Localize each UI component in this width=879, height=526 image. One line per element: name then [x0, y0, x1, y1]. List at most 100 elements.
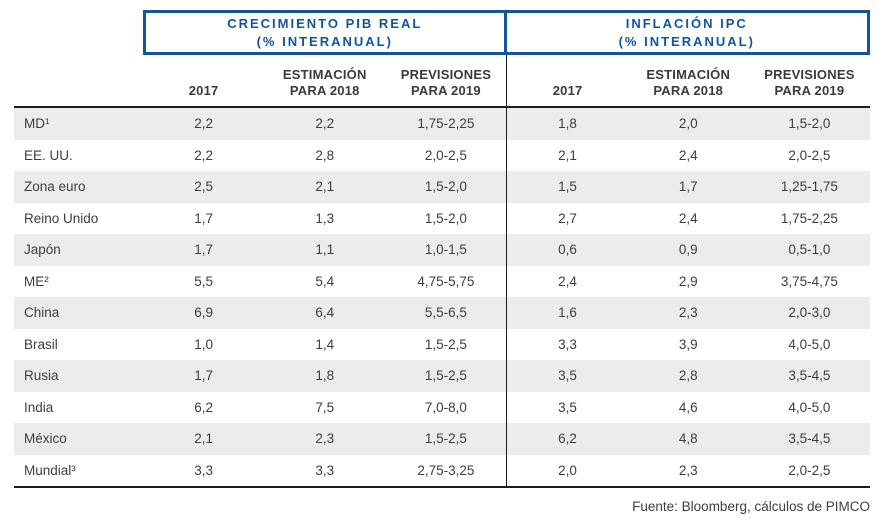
- cell-value: 2,0-2,5: [788, 147, 831, 163]
- cell-value: 3,5-4,5: [788, 368, 831, 384]
- cell-value: 4,0-5,0: [788, 399, 831, 415]
- cell-value: 6,2: [506, 423, 627, 455]
- cell-value: 2,75-3,25: [417, 462, 475, 478]
- cell-value: 0,5-1,0: [788, 242, 831, 258]
- cell-value: 2,2: [315, 116, 335, 132]
- cell-value: 5,4: [315, 273, 335, 289]
- cell-value: 4,0-5,0: [788, 336, 831, 352]
- row-label: China: [24, 305, 60, 321]
- cell-value: 2,2: [194, 147, 213, 163]
- report-figure: CRECIMIENTO PIB REAL (% INTERANUAL) INFL…: [14, 10, 870, 514]
- column-header-2017-cpi: 2017: [506, 55, 627, 106]
- cell-value: 2,7: [506, 202, 627, 234]
- row-label: México: [24, 431, 67, 447]
- row-label: India: [24, 399, 54, 415]
- cell-value: 1,7: [678, 179, 698, 195]
- cell-value: 1,75-2,25: [417, 116, 475, 132]
- cell-value: 2,3: [315, 431, 335, 447]
- cell-value: 2,4: [506, 265, 627, 297]
- cell-value: 0,9: [678, 242, 698, 258]
- cell-value: 1,5-2,0: [424, 210, 467, 226]
- cell-value: 3,5: [506, 391, 627, 423]
- cell-value: 5,5-6,5: [424, 305, 467, 321]
- cell-value: 2,3: [678, 305, 698, 321]
- cell-value: 1,4: [315, 336, 335, 352]
- column-header-2017-gdp: 2017: [188, 82, 219, 98]
- cell-value: 4,75-5,75: [417, 273, 475, 289]
- cell-value: 3,5: [506, 360, 627, 392]
- forecast-table: CRECIMIENTO PIB REAL (% INTERANUAL) INFL…: [14, 10, 870, 488]
- cell-value: 3,3: [315, 462, 335, 478]
- table-row: Rusia 1,7 1,8 1,5-2,5 3,5 2,8 3,5-4,5: [14, 360, 870, 392]
- cell-value: 1,8: [506, 108, 627, 140]
- table-row: México 2,1 2,3 1,5-2,5 6,2 4,8 3,5-4,5: [14, 423, 870, 455]
- row-label: MD¹: [24, 116, 50, 132]
- cell-value: 1,6: [506, 297, 627, 329]
- cell-value: 1,3: [315, 210, 335, 226]
- table-row: ME² 5,5 5,4 4,75-5,75 2,4 2,9 3,75-4,75: [14, 265, 870, 297]
- table-row: Reino Unido 1,7 1,3 1,5-2,0 2,7 2,4 1,75-2,25: [14, 202, 870, 234]
- cell-value: 4,6: [678, 399, 698, 415]
- cell-value: 5,5: [194, 273, 213, 289]
- cell-value: 2,0-2,5: [424, 147, 467, 163]
- column-header-prev2019-gdp: PREVISIONES PARA 2019: [400, 66, 492, 98]
- cell-value: 2,2: [194, 116, 213, 132]
- cell-value: 2,4: [678, 210, 698, 226]
- cell-value: 7,0-8,0: [424, 399, 467, 415]
- row-label: EE. UU.: [24, 147, 73, 163]
- cell-value: 2,1: [315, 179, 335, 195]
- cell-value: 3,9: [678, 336, 698, 352]
- cell-value: 2,8: [315, 147, 335, 163]
- cell-value: 2,5: [194, 179, 213, 195]
- column-header-row: 2017 ESTIMACIÓN PARA 2018 PREVISIONES PA…: [14, 55, 870, 108]
- row-label: Rusia: [24, 368, 59, 384]
- cell-value: 1,0: [194, 336, 213, 352]
- row-label: Brasil: [24, 336, 58, 352]
- cell-value: 6,2: [194, 399, 213, 415]
- cell-value: 1,7: [194, 210, 213, 226]
- group-header-gdp-title: CRECIMIENTO PIB REAL: [227, 15, 423, 31]
- column-header-est2018-cpi: ESTIMACIÓN PARA 2018: [646, 66, 731, 98]
- cell-value: 1,1: [315, 242, 335, 258]
- cell-value: 1,5: [506, 171, 627, 203]
- column-header-prev2019-cpi: PREVISIONES PARA 2019: [764, 66, 855, 98]
- cell-value: 6,9: [194, 305, 213, 321]
- column-header-spacer: [14, 55, 143, 106]
- table-row: Brasil 1,0 1,4 1,5-2,5 3,3 3,9 4,0-5,0: [14, 328, 870, 360]
- cell-value: 6,4: [315, 305, 335, 321]
- group-header-cpi-subtitle: (% INTERANUAL): [618, 33, 755, 49]
- cell-value: 1,7: [194, 242, 213, 258]
- row-label: ME²: [24, 273, 49, 289]
- cell-value: 1,5-2,5: [424, 431, 467, 447]
- group-header-cpi-title: INFLACIÓN IPC: [625, 15, 748, 31]
- cell-value: 2,8: [678, 368, 698, 384]
- group-header-spacer: [14, 10, 143, 55]
- group-header-gdp: CRECIMIENTO PIB REAL (% INTERANUAL): [143, 10, 507, 55]
- cell-value: 1,5-2,0: [788, 116, 831, 132]
- cell-value: 1,8: [315, 368, 335, 384]
- cell-value: 3,5-4,5: [788, 431, 831, 447]
- source-note: Fuente: Bloomberg, cálculos de PIMCO: [632, 499, 870, 514]
- column-header-est2018-gdp: ESTIMACIÓN PARA 2018: [282, 66, 367, 98]
- row-label: Zona euro: [24, 179, 86, 195]
- table-row: EE. UU. 2,2 2,8 2,0-2,5 2,1 2,4 2,0-2,5: [14, 139, 870, 171]
- cell-value: 1,5-2,5: [424, 368, 467, 384]
- table-row: India 6,2 7,5 7,0-8,0 3,5 4,6 4,0-5,0: [14, 391, 870, 423]
- cell-value: 2,0-2,5: [788, 462, 831, 478]
- cell-value: 1,5-2,5: [424, 336, 467, 352]
- table-row: Zona euro 2,5 2,1 1,5-2,0 1,5 1,7 1,25-1,75: [14, 171, 870, 203]
- cell-value: 2,1: [506, 139, 627, 171]
- cell-value: 2,0: [506, 454, 627, 486]
- cell-value: 3,3: [506, 328, 627, 360]
- row-label: Japón: [24, 242, 61, 258]
- table-body: MD¹ 2,2 2,2 1,75-2,25 1,8 2,0 1,5-2,0 EE. UU. 2,…: [14, 108, 870, 488]
- cell-value: 3,75-4,75: [780, 273, 838, 289]
- row-label: Reino Unido: [24, 210, 99, 226]
- cell-value: 3,3: [194, 462, 213, 478]
- cell-value: 1,7: [194, 368, 213, 384]
- cell-value: 1,0-1,5: [424, 242, 467, 258]
- cell-value: 0,6: [506, 234, 627, 266]
- row-label: Mundial³: [24, 462, 76, 478]
- cell-value: 1,25-1,75: [780, 179, 838, 195]
- group-header-cpi: INFLACIÓN IPC (% INTERANUAL): [506, 10, 870, 55]
